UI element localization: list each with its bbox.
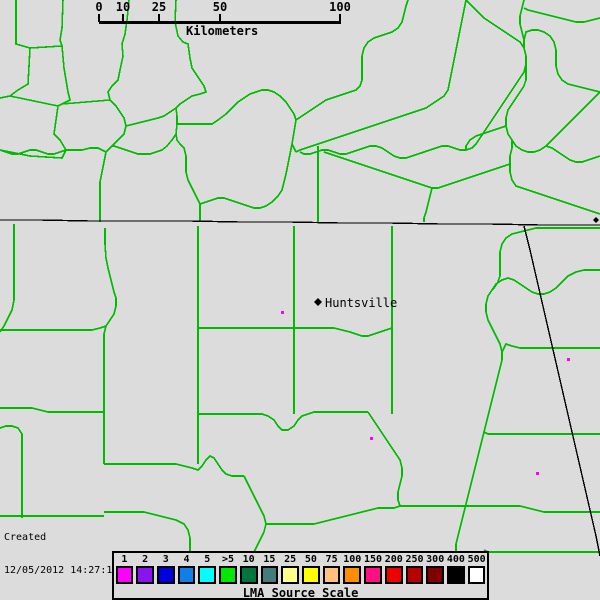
- legend-entry-label: 5: [204, 554, 211, 565]
- legend-entry: 4: [176, 554, 197, 584]
- legend-entry-swatch: [364, 566, 382, 584]
- state-boundaries: [0, 219, 600, 557]
- legend-entry: 2: [135, 554, 156, 584]
- legend-entry-swatch: [156, 566, 175, 584]
- legend-entry: 250: [404, 554, 425, 584]
- legend-entry-label: 10: [242, 554, 255, 565]
- lma-source-point: [281, 311, 284, 314]
- legend-entry-swatch: [467, 566, 486, 584]
- city-diamond-icon: [314, 294, 322, 306]
- legend-swatch-row: 1 2 3 4 5 >5 10 15 25 50 75 100 150 200 250 300 400 500: [114, 553, 487, 593]
- legend-entry-swatch: [177, 566, 196, 584]
- legend-entry-swatch: [115, 566, 134, 584]
- legend-entry-swatch: [136, 566, 154, 584]
- legend-entry-swatch: [281, 566, 299, 584]
- lma-source-point: [370, 437, 373, 440]
- legend-entry-label: 250: [405, 554, 424, 565]
- legend-entry-label: 1: [121, 554, 128, 565]
- legend-entry-swatch: [384, 566, 403, 584]
- created-stamp: Created 12/05/2012 14:27:11: [4, 510, 118, 598]
- legend-entry: 25: [280, 554, 301, 584]
- legend-entry-label: >5: [221, 554, 234, 565]
- lma-source-point: [567, 358, 570, 361]
- legend-entry-label: 500: [467, 554, 486, 565]
- legend-entry-label: 25: [284, 554, 297, 565]
- legend-entry-swatch: [302, 566, 320, 584]
- legend-entry-label: 150: [363, 554, 383, 565]
- legend-entry: 200: [383, 554, 404, 584]
- legend-entry: 15: [259, 554, 280, 584]
- county-boundaries: [0, 0, 600, 222]
- legend-entry-swatch: [343, 566, 362, 584]
- legend-entry-label: 400: [446, 554, 465, 565]
- legend-entry: 5: [197, 554, 218, 584]
- legend-entry-label: 100: [343, 554, 362, 565]
- legend-entry: 100: [342, 554, 363, 584]
- legend-entry-label: 2: [142, 554, 149, 565]
- legend-entry-label: 75: [325, 554, 338, 565]
- legend-entry-swatch: [239, 566, 258, 584]
- legend-entry-label: 15: [263, 554, 276, 565]
- legend-entry: 3: [155, 554, 176, 584]
- legend-entry: 500: [466, 554, 487, 584]
- lma-source-point: [536, 472, 539, 475]
- created-timestamp: 12/05/2012 14:27:11: [4, 565, 119, 576]
- legend-entry-swatch: [322, 566, 341, 584]
- legend-entry: 50: [301, 554, 322, 584]
- legend-entry-swatch: [426, 566, 445, 584]
- legend-entry: 400: [446, 554, 467, 584]
- legend-entry-swatch: [447, 566, 465, 584]
- legend-entry-label: 300: [426, 554, 445, 565]
- legend-entry-label: 4: [183, 554, 190, 565]
- station-diamond-icon[interactable]: [593, 214, 599, 223]
- legend-entry: 300: [425, 554, 446, 584]
- legend-entry-label: 50: [304, 554, 317, 565]
- legend-entry-swatch: [405, 566, 424, 584]
- legend-entry-label: 200: [384, 554, 403, 565]
- legend-panel: 1 2 3 4 5 >5 10 15 25 50 75 100 150 200 250 300 400 500 L…: [112, 551, 489, 600]
- legend-entry-label: 3: [162, 554, 169, 565]
- legend-title: LMA Source Scale: [242, 586, 359, 600]
- legend-entry: 10: [238, 554, 259, 584]
- legend-entry: 1: [114, 554, 135, 584]
- legend-entry: 75: [321, 554, 342, 584]
- legend-entry: 150: [363, 554, 384, 584]
- created-label: Created: [4, 532, 47, 543]
- legend-entry-swatch: [219, 566, 237, 584]
- legend-entry-swatch: [198, 566, 217, 584]
- legend-entry-swatch: [260, 566, 279, 584]
- city-label: Huntsville: [325, 296, 398, 310]
- legend-entry: >5: [218, 554, 239, 584]
